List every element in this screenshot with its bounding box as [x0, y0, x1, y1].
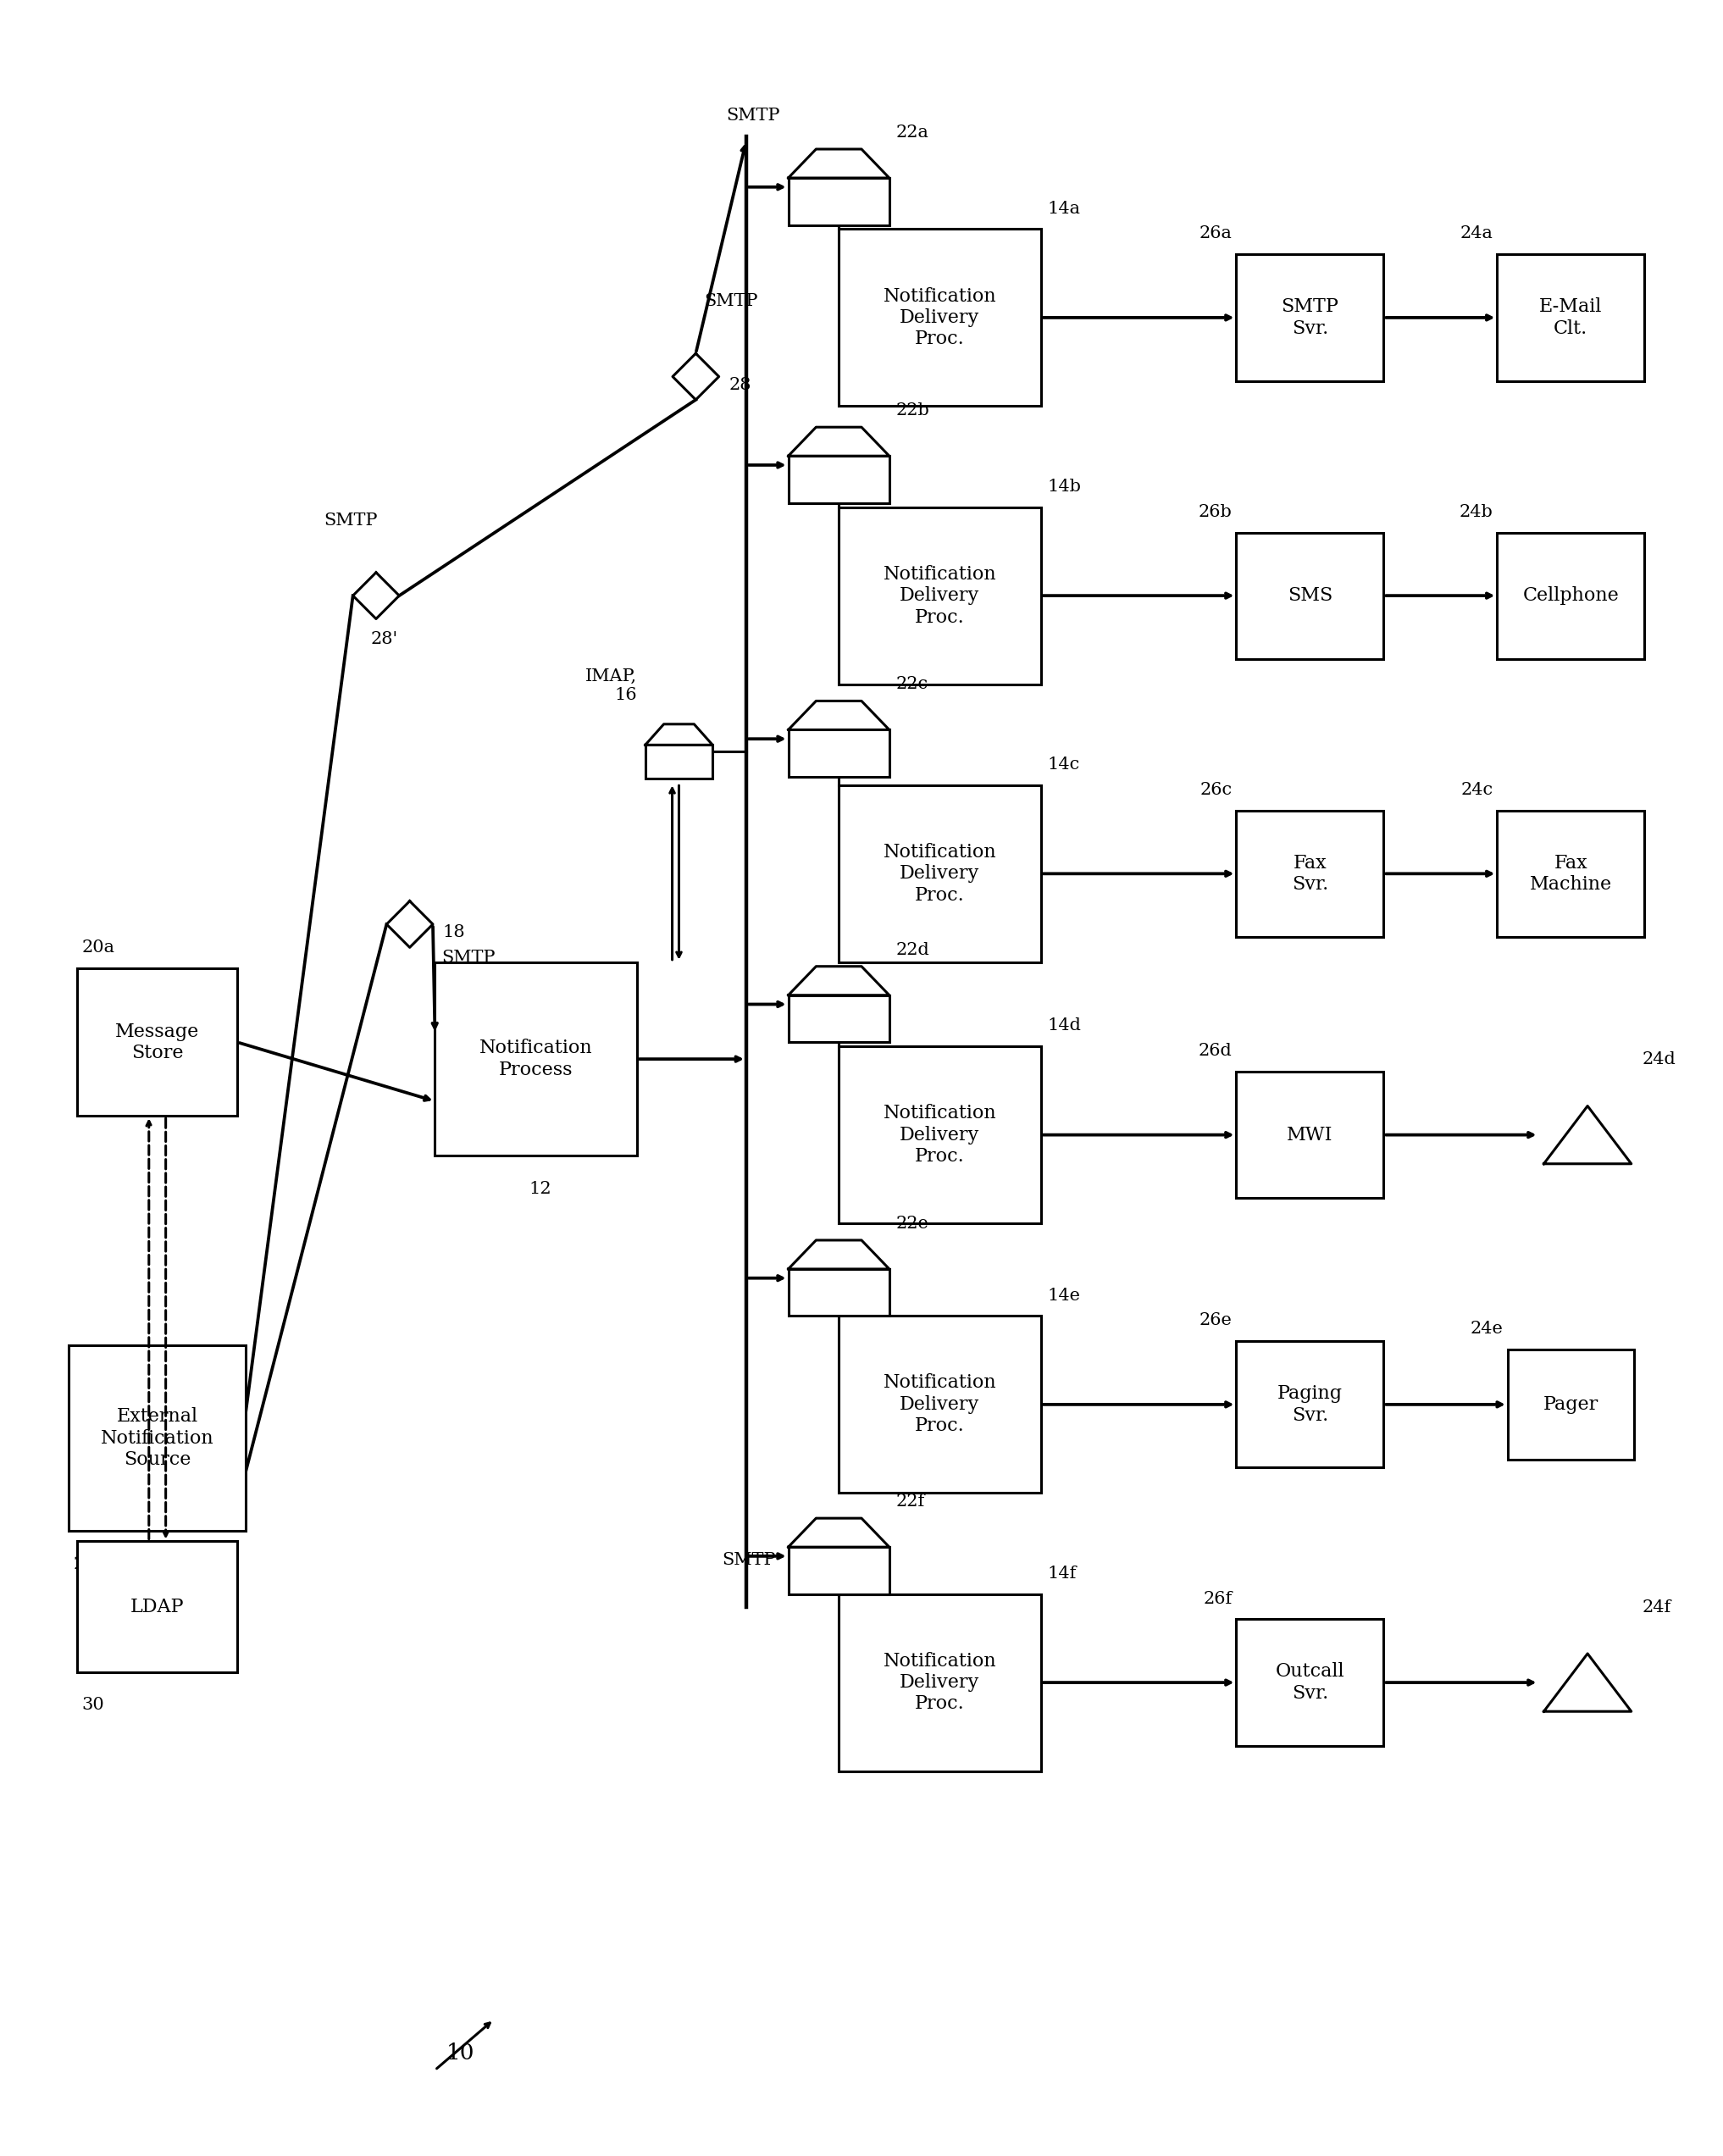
Text: 26f: 26f — [1203, 1591, 1232, 1606]
Text: LDAP: LDAP — [131, 1598, 184, 1617]
Text: 18: 18 — [443, 925, 465, 940]
Polygon shape — [789, 701, 889, 729]
Text: 30: 30 — [81, 1697, 105, 1714]
Text: SMTP: SMTP — [441, 949, 495, 966]
Text: 26e: 26e — [1199, 1313, 1232, 1328]
Text: Message
Store: Message Store — [115, 1022, 200, 1063]
Text: SMTP: SMTP — [705, 293, 758, 308]
Text: 24c: 24c — [1461, 783, 1492, 798]
Text: 24f: 24f — [1642, 1600, 1671, 1615]
Polygon shape — [353, 573, 400, 619]
Text: 24a: 24a — [1459, 226, 1492, 241]
Text: 20a: 20a — [81, 940, 115, 955]
Text: Notification
Delivery
Proc.: Notification Delivery Proc. — [884, 287, 996, 349]
Text: 12: 12 — [529, 1181, 551, 1197]
Bar — [839, 229, 1041, 405]
Text: 14b: 14b — [1048, 479, 1082, 494]
Polygon shape — [789, 427, 889, 455]
Text: 22d: 22d — [896, 942, 930, 957]
Bar — [1497, 533, 1644, 660]
Polygon shape — [1544, 1106, 1632, 1164]
Bar — [646, 746, 713, 778]
Text: Paging
Svr.: Paging Svr. — [1277, 1384, 1342, 1425]
Polygon shape — [1544, 1654, 1632, 1712]
Bar — [1237, 1072, 1384, 1199]
Polygon shape — [789, 1240, 889, 1270]
Text: Outcall
Svr.: Outcall Svr. — [1275, 1662, 1344, 1703]
Text: 24e: 24e — [1470, 1322, 1504, 1337]
Text: 28: 28 — [729, 377, 751, 392]
Text: 14d: 14d — [1048, 1018, 1082, 1033]
Bar — [839, 507, 1041, 683]
Text: Fax
Machine: Fax Machine — [1530, 854, 1611, 895]
Text: Notification
Delivery
Proc.: Notification Delivery Proc. — [884, 1104, 996, 1166]
Bar — [69, 1345, 246, 1531]
Text: Notification
Process: Notification Process — [479, 1039, 593, 1080]
Bar — [1497, 254, 1644, 382]
Bar — [839, 1315, 1041, 1492]
Bar — [839, 785, 1041, 962]
Bar — [839, 1593, 1041, 1770]
Polygon shape — [646, 724, 713, 746]
Polygon shape — [672, 354, 718, 399]
Bar — [1237, 1341, 1384, 1468]
Bar — [1237, 811, 1384, 938]
Text: Notification
Delivery
Proc.: Notification Delivery Proc. — [884, 1651, 996, 1714]
Bar — [434, 962, 638, 1156]
Bar — [1508, 1350, 1633, 1460]
Text: 26c: 26c — [1199, 783, 1232, 798]
Text: E-Mail
Clt.: E-Mail Clt. — [1539, 298, 1602, 338]
Text: 14c: 14c — [1048, 757, 1080, 772]
Bar — [1497, 811, 1644, 938]
Bar — [789, 1548, 889, 1593]
Bar — [789, 996, 889, 1041]
Text: 14e: 14e — [1048, 1287, 1080, 1304]
Text: SMTP: SMTP — [324, 513, 377, 528]
Text: 22f: 22f — [896, 1494, 925, 1509]
Text: 26d: 26d — [1199, 1044, 1232, 1059]
Text: Notification
Delivery
Proc.: Notification Delivery Proc. — [884, 1373, 996, 1436]
Text: 22b: 22b — [896, 403, 930, 418]
Text: Cellphone: Cellphone — [1523, 586, 1620, 606]
Text: SMS: SMS — [1287, 586, 1332, 606]
Text: 28': 28' — [370, 632, 398, 647]
Bar — [789, 729, 889, 776]
Polygon shape — [789, 966, 889, 996]
Bar — [789, 179, 889, 224]
Text: 14a: 14a — [1048, 201, 1080, 216]
Bar — [789, 1270, 889, 1315]
Text: 22a: 22a — [896, 125, 929, 140]
Text: MWI: MWI — [1287, 1125, 1334, 1145]
Text: Fax
Svr.: Fax Svr. — [1292, 854, 1328, 895]
Text: 20b: 20b — [72, 1557, 107, 1572]
Text: 26b: 26b — [1199, 505, 1232, 520]
Polygon shape — [789, 1518, 889, 1548]
Text: Notification
Delivery
Proc.: Notification Delivery Proc. — [884, 843, 996, 906]
Text: 10: 10 — [446, 2042, 474, 2063]
Text: 14f: 14f — [1048, 1565, 1077, 1580]
Text: Notification
Delivery
Proc.: Notification Delivery Proc. — [884, 565, 996, 627]
Bar — [78, 968, 238, 1117]
Text: 24d: 24d — [1642, 1052, 1676, 1067]
Text: SMTP: SMTP — [725, 108, 781, 123]
Bar — [1237, 1619, 1384, 1746]
Text: SMTP: SMTP — [722, 1552, 775, 1567]
Text: 26a: 26a — [1199, 226, 1232, 241]
Text: Pager: Pager — [1544, 1395, 1599, 1414]
Bar — [789, 455, 889, 502]
Text: 22e: 22e — [896, 1216, 929, 1231]
Polygon shape — [789, 149, 889, 179]
Bar — [1237, 533, 1384, 660]
Text: 22c: 22c — [896, 677, 929, 692]
Text: SMTP
Svr.: SMTP Svr. — [1282, 298, 1339, 338]
Text: 24b: 24b — [1459, 505, 1492, 520]
Polygon shape — [386, 901, 432, 946]
Bar — [1237, 254, 1384, 382]
Text: IMAP,
16: IMAP, 16 — [586, 668, 638, 703]
Text: External
Notification
Source: External Notification Source — [100, 1408, 214, 1468]
Bar — [78, 1542, 238, 1673]
Bar — [839, 1046, 1041, 1222]
